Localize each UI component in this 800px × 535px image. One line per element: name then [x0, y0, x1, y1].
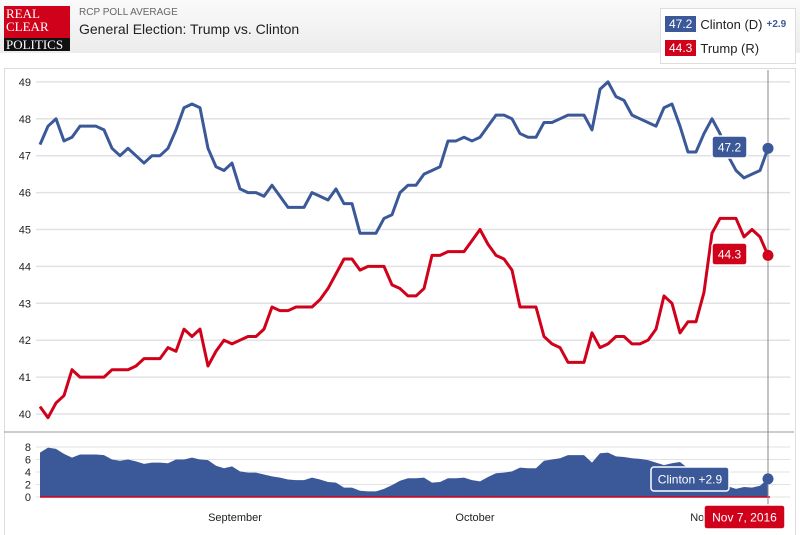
y-tick-label: 47 [19, 151, 31, 163]
y-tick-label: 43 [19, 298, 31, 310]
legend-trump[interactable]: 44.3 Trump (R) [665, 39, 759, 57]
trump-tooltip: 44.3 [718, 248, 742, 262]
legend: 47.2 Clinton (D) +2.9 44.3 Trump (R) [660, 8, 796, 64]
trump-line [38, 216, 770, 420]
trump-tooltip-box [711, 242, 748, 266]
y-tick-label: 48 [19, 114, 31, 126]
spread-tooltip: Clinton +2.9 [658, 473, 723, 487]
spread-area [40, 447, 768, 497]
chart-panel [4, 68, 796, 535]
spread-y-tick-label: 8 [25, 442, 31, 454]
clinton-point [762, 142, 774, 154]
clinton-line [38, 80, 770, 235]
spread-y-tick-label: 6 [25, 455, 31, 467]
y-tick-label: 46 [19, 188, 31, 200]
spread-y-tick-label: 4 [25, 467, 31, 479]
page-title: General Election: Trump vs. Clinton [79, 21, 300, 37]
spread-point [762, 473, 774, 485]
spread-tooltip-box [650, 466, 730, 492]
rcp-logo[interactable]: REAL CLEAR POLITICS [4, 6, 70, 51]
date-tooltip: Nov 7, 2016 [712, 511, 777, 525]
legend-clinton[interactable]: 47.2 Clinton (D) +2.9 [665, 15, 786, 33]
spread-y-tick-label: 2 [25, 480, 31, 492]
clinton-tooltip-box [711, 135, 748, 159]
y-tick-label: 40 [19, 409, 31, 421]
date-tooltip-box [703, 504, 786, 530]
x-tick-label: October [455, 512, 494, 524]
y-tick-label: 49 [19, 77, 31, 89]
y-tick-label: 41 [19, 372, 31, 384]
y-tick-label: 42 [19, 335, 31, 347]
spread-y-tick-label: 0 [25, 492, 31, 504]
trump-point [762, 249, 774, 261]
y-tick-label: 44 [19, 261, 31, 273]
y-tick-label: 45 [19, 225, 31, 237]
subtitle: RCP POLL AVERAGE [79, 7, 178, 18]
x-tick-label: September [208, 512, 262, 524]
clinton-tooltip: 47.2 [718, 141, 742, 155]
